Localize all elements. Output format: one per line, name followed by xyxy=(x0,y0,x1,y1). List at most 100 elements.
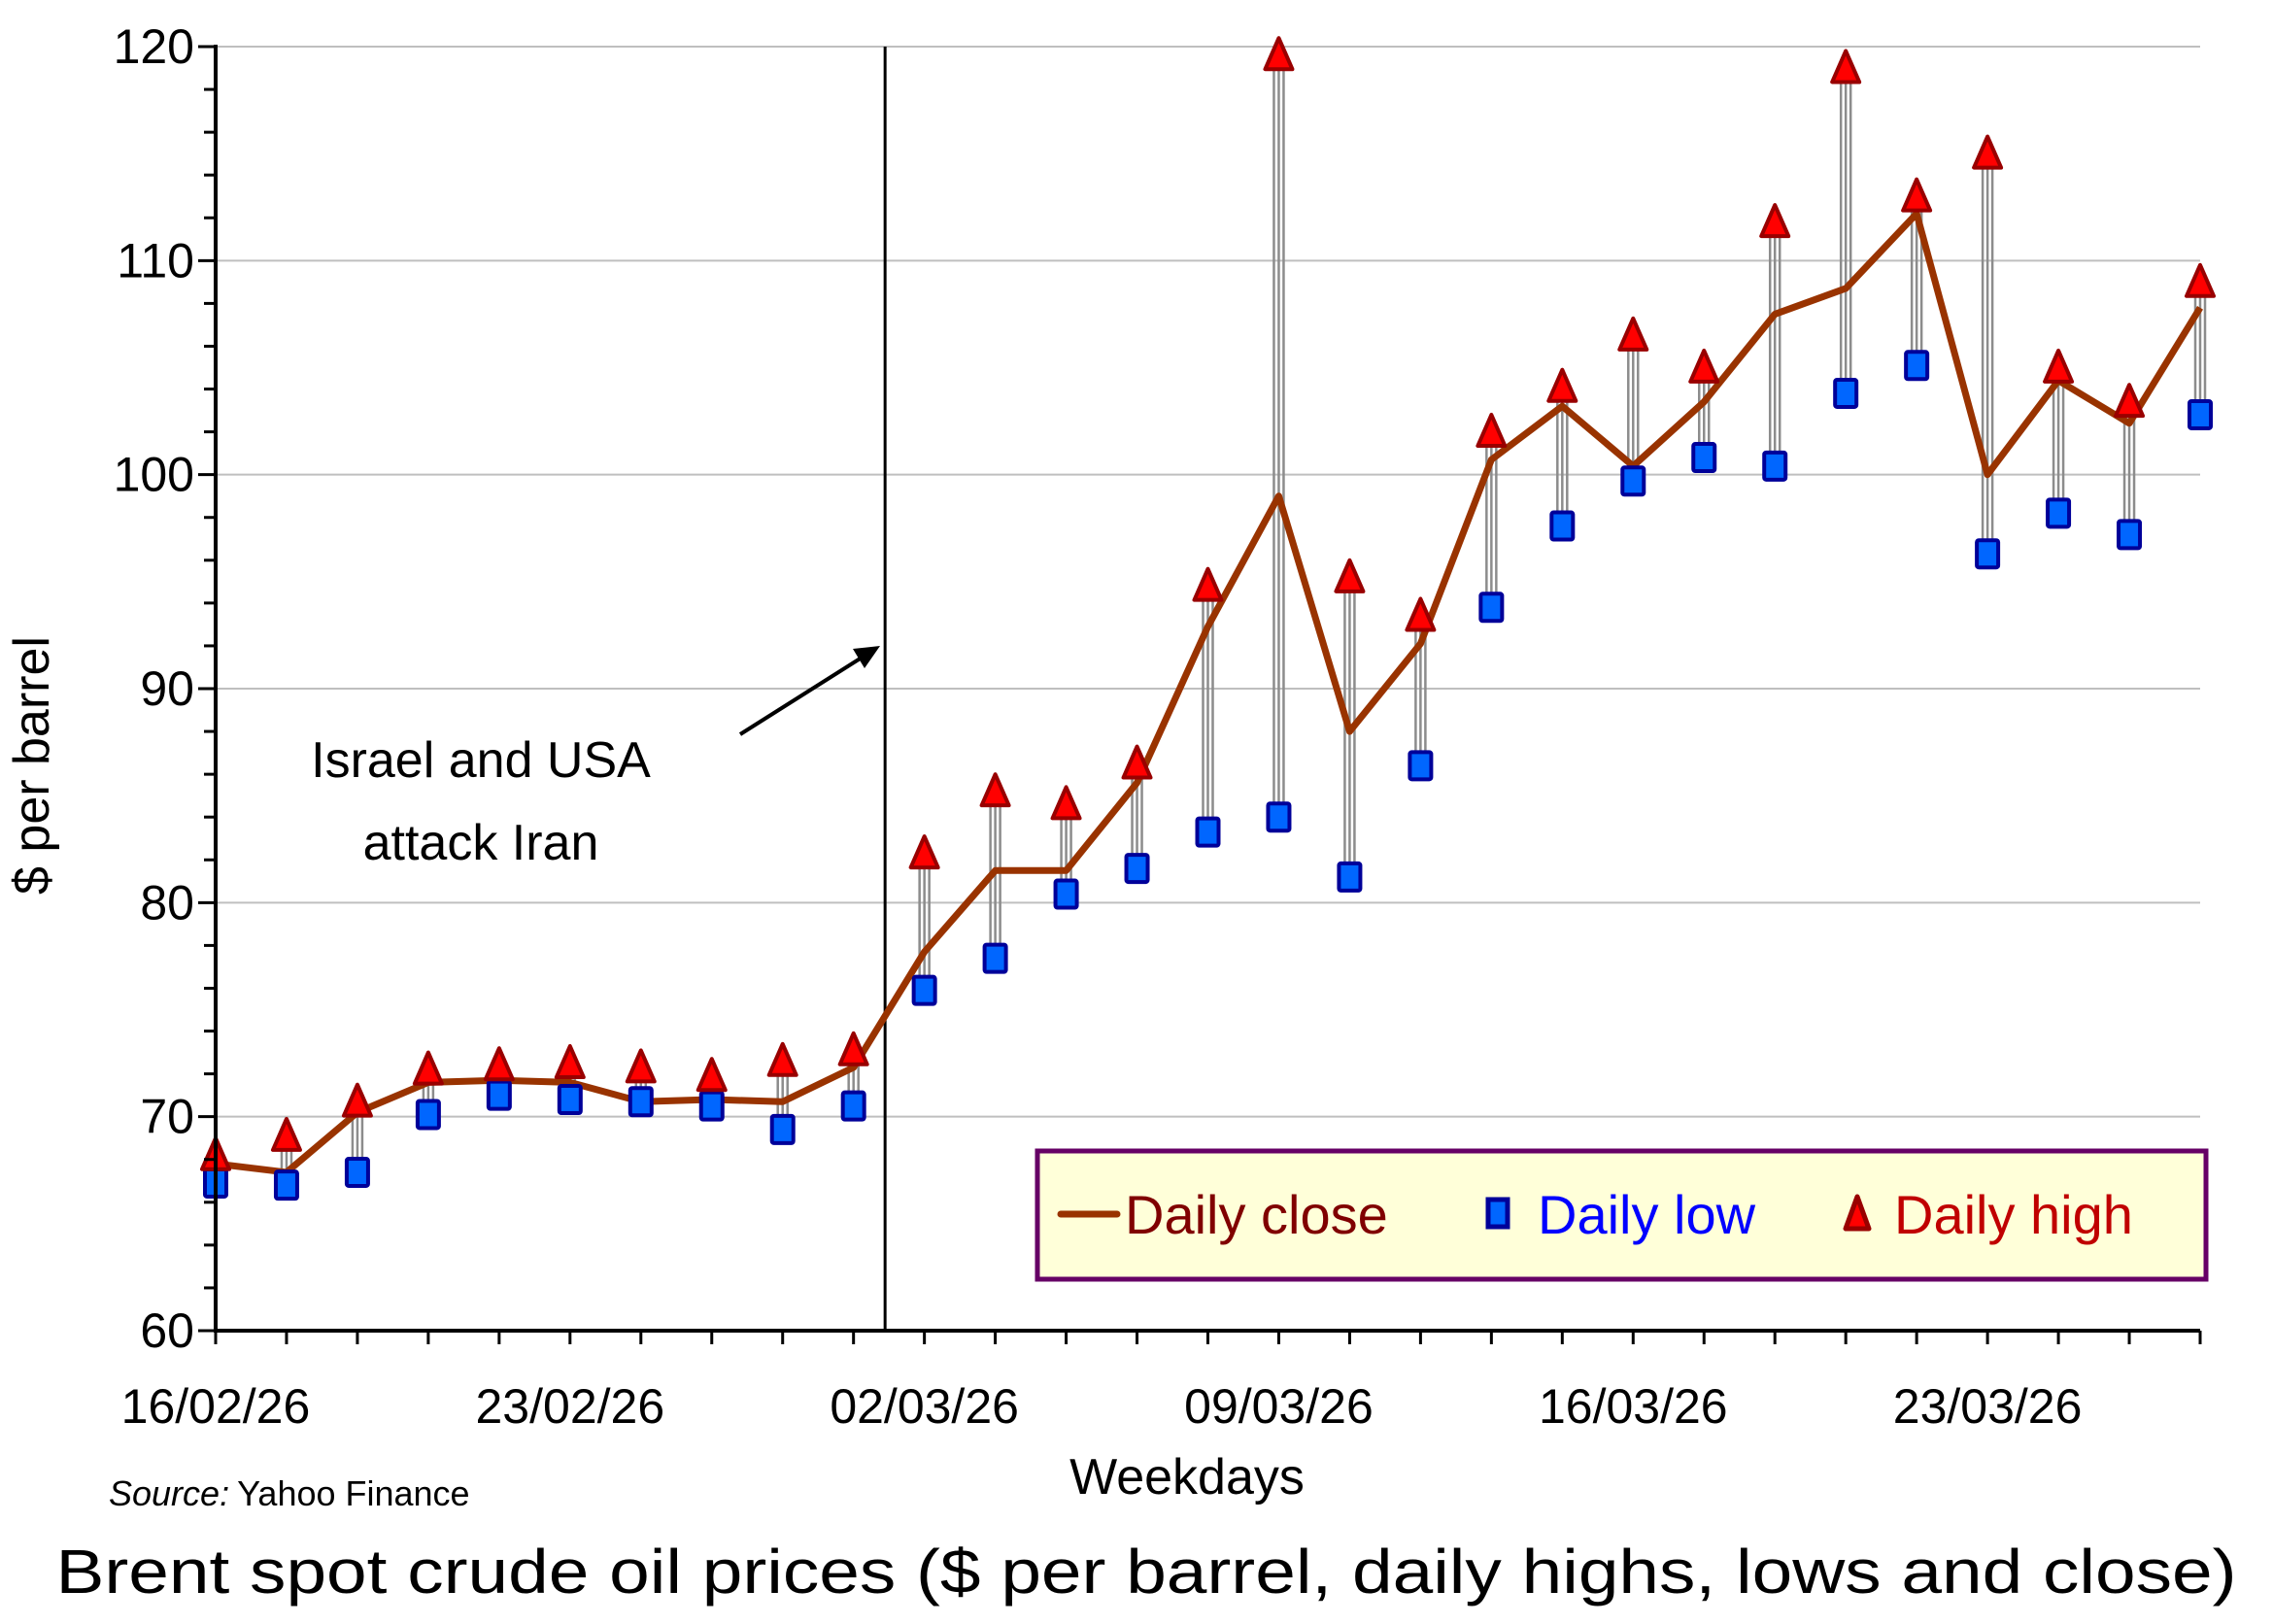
daily-low-marker xyxy=(415,1099,441,1131)
legend-box xyxy=(1035,1148,2209,1282)
annotation-arrow-head xyxy=(853,646,880,668)
daily-low-marker xyxy=(273,1169,299,1201)
daily-high-marker xyxy=(1546,367,1578,403)
daily-high-marker xyxy=(1263,36,1295,72)
daily-low-marker xyxy=(1124,853,1150,885)
daily-high-marker xyxy=(695,1057,728,1093)
daily-low-marker xyxy=(1478,592,1505,624)
daily-high-marker xyxy=(1192,566,1224,602)
daily-low-marker xyxy=(1053,878,1079,910)
daily-high-marker xyxy=(908,834,940,870)
y-tick-label: 60 xyxy=(140,1303,194,1358)
high-low-range xyxy=(1768,226,1781,466)
daily-high-marker xyxy=(1050,785,1082,821)
y-tick-label: 80 xyxy=(140,875,194,930)
axes xyxy=(198,45,2202,1344)
daily-high-marker xyxy=(1972,134,2004,170)
y-tick-labels: 60 70 80 90 100 110 120 xyxy=(114,19,194,1358)
legend-high-label: Daily high xyxy=(1894,1184,2133,1245)
daily-high-marker xyxy=(625,1048,657,1084)
daily-high-marker xyxy=(1759,203,1791,239)
high-low-range xyxy=(918,858,931,991)
daily-low-marker xyxy=(1762,450,1788,482)
x-tick-label: 23/03/26 xyxy=(1893,1379,2083,1434)
daily-high-marker xyxy=(1830,49,1862,85)
daily-low-marker xyxy=(1549,510,1576,542)
daily-high-marker xyxy=(1476,413,1508,449)
daily-low-marker xyxy=(1620,465,1646,497)
daily-low-marker xyxy=(557,1084,583,1116)
y-tick-label: 70 xyxy=(140,1090,194,1144)
annotation-line-1: Israel and USA xyxy=(311,732,651,789)
daily-high-marker xyxy=(837,1031,869,1066)
legend-low-label: Daily low xyxy=(1538,1184,1756,1245)
daily-high-marker xyxy=(2185,262,2216,298)
daily-low-marker xyxy=(1195,816,1221,848)
daily-low-marker xyxy=(840,1090,866,1122)
high-low-range xyxy=(1981,157,1994,555)
daily-low-marker xyxy=(1408,750,1434,782)
daily-high-markers xyxy=(200,36,2216,1171)
daily-low-marker xyxy=(2046,497,2072,529)
daily-low-markers xyxy=(203,350,2213,1201)
daily-high-marker xyxy=(1405,596,1437,632)
daily-high-marker xyxy=(412,1050,444,1086)
daily-high-marker xyxy=(270,1116,302,1152)
y-tick-label: 120 xyxy=(114,19,194,74)
daily-close-line xyxy=(215,210,2203,1176)
source-name: Yahoo Finance xyxy=(237,1473,470,1513)
source-note: Source: Yahoo Finance xyxy=(109,1473,470,1513)
daily-high-marker xyxy=(554,1043,586,1079)
daily-low-marker xyxy=(1337,861,1363,893)
daily-high-marker xyxy=(1121,744,1153,780)
legend-high-swatch xyxy=(1843,1194,1872,1232)
daily-low-marker xyxy=(1904,350,1930,382)
x-tick-label: 02/03/26 xyxy=(830,1379,1019,1434)
x-tick-label: 23/02/26 xyxy=(476,1379,665,1434)
daily-low-marker xyxy=(1691,442,1717,474)
y-tick-label: 110 xyxy=(117,233,194,288)
daily-low-marker xyxy=(486,1079,512,1111)
daily-high-marker xyxy=(1334,558,1366,593)
high-low-range xyxy=(2122,406,2136,535)
chart-title: Brent spot crude oil prices ($ per barre… xyxy=(56,1537,2237,1607)
y-tick-label: 90 xyxy=(140,661,194,716)
high-low-range xyxy=(2193,286,2207,415)
legend-low-swatch xyxy=(1485,1197,1510,1230)
annotation-line-2: attack Iran xyxy=(363,815,599,871)
daily-high-marker xyxy=(2114,383,2146,419)
daily-low-marker xyxy=(2188,398,2213,430)
x-tick-labels: 16/02/26 23/02/26 02/03/26 09/03/26 16/03/26… xyxy=(121,1379,2083,1434)
daily-high-marker xyxy=(979,772,1011,808)
daily-low-marker xyxy=(344,1156,370,1188)
daily-low-marker xyxy=(628,1086,654,1118)
high-low-range xyxy=(1839,72,1852,393)
annotation-arrow-shaft xyxy=(738,651,871,736)
annotation: Israel and USA attack Iran xyxy=(311,646,880,871)
daily-low-marker xyxy=(2117,519,2143,551)
daily-low-marker xyxy=(698,1090,725,1122)
daily-high-marker xyxy=(341,1082,373,1118)
high-low-range xyxy=(1272,59,1285,818)
x-tick-label: 16/03/26 xyxy=(1539,1379,1728,1434)
daily-high-marker xyxy=(766,1041,798,1077)
x-tick-label: 09/03/26 xyxy=(1184,1379,1374,1434)
daily-high-marker xyxy=(1901,177,1933,213)
daily-low-marker xyxy=(1833,377,1859,409)
y-tick-label: 100 xyxy=(114,448,194,502)
source-prefix: Source: xyxy=(109,1473,229,1513)
daily-low-marker xyxy=(1975,538,2001,570)
x-tick-label: 16/02/26 xyxy=(121,1379,311,1434)
daily-low-marker xyxy=(1266,801,1292,833)
daily-low-marker xyxy=(911,974,937,1006)
high-low-range xyxy=(2052,371,2065,514)
daily-high-marker xyxy=(1617,316,1649,352)
daily-high-marker xyxy=(1688,348,1720,384)
legend-close-label: Daily close xyxy=(1125,1184,1388,1245)
legend: Daily close Daily low Daily high xyxy=(1035,1148,2209,1282)
daily-low-marker xyxy=(769,1113,796,1145)
x-axis-label: Weekdays xyxy=(1069,1449,1305,1506)
daily-high-marker xyxy=(483,1046,515,1082)
y-axis-label: $ per barrel xyxy=(4,636,60,895)
